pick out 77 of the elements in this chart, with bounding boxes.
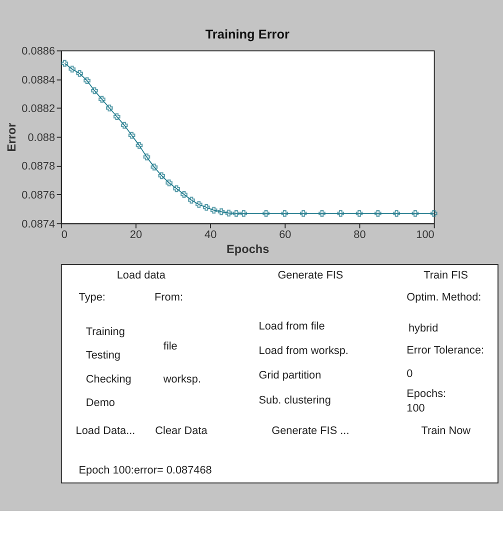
point [180,190,188,198]
point [173,185,180,192]
point [76,70,84,77]
point [281,210,288,217]
y-axis-title: Error [4,122,18,152]
text: Generate FIS ... [272,425,350,438]
text: 0 [406,368,413,380]
point [356,210,363,217]
x-tick-label: 20 [130,229,142,242]
text: Load from file [258,320,325,333]
point [218,208,225,216]
text: Load data [116,270,166,282]
text: Clear Data [155,425,208,438]
point [393,210,400,217]
text: Load Data... [76,425,136,438]
text: Load from worksp. [258,345,348,358]
point [113,113,120,120]
point [318,210,326,217]
x-tick-label: 40 [204,229,217,242]
x-tick-label: 60 [279,229,292,242]
point [68,66,76,73]
y-tick-label: 0.0874 [22,218,56,230]
text: hybrid [408,322,438,334]
text: file [163,340,178,353]
point [120,122,128,129]
point [166,179,173,186]
text: Type: [78,292,106,304]
point [337,210,344,217]
point [84,77,90,84]
point [374,210,382,217]
text: Epochs: [406,388,446,400]
point [128,132,136,139]
point [150,164,158,170]
text: Sub. clustering [258,394,331,406]
point [91,87,98,94]
text: Training [86,326,125,338]
point [143,154,150,160]
point [158,172,166,180]
point [262,210,270,217]
y-tick-label: 0.0884 [22,74,56,86]
point [98,96,106,103]
point [225,210,232,217]
chart-title: Training Error [205,26,290,42]
text: From: [154,292,183,304]
point [430,210,438,217]
point [240,210,248,217]
x-tick-label: 80 [354,229,366,242]
x-axis-title: Epochs [226,242,270,256]
y-tick-label: 0.0878 [22,160,56,173]
y-tick-label: 0.0876 [22,190,56,202]
text: Train Now [421,425,471,438]
y-tick-label: 0.0882 [22,103,56,116]
text: Grid partition [258,370,322,382]
point [412,210,419,217]
text: worksp. [162,373,201,386]
point [202,204,210,211]
point [61,60,68,67]
text: Generate FIS [278,270,344,282]
y-tick-label: 0.088 [28,132,56,144]
point [210,206,218,214]
point [232,210,240,217]
x-tick-label: 100 [416,229,434,242]
text: Checking [86,373,132,386]
point [300,210,307,217]
text: Testing [86,350,120,362]
point [188,196,195,204]
point [196,201,202,208]
text: Demo [86,397,115,410]
text: Error Tolerance: [406,344,484,356]
text: Optim. Method: [406,292,482,304]
y-tick-label: 0.0886 [22,45,56,58]
text: Train FIS [424,270,468,282]
point [136,142,143,149]
text: Epoch 100:error= 0.087468 [78,464,212,476]
x-tick-label: 0 [61,229,68,242]
text: 100 [406,402,425,414]
point [106,104,113,112]
